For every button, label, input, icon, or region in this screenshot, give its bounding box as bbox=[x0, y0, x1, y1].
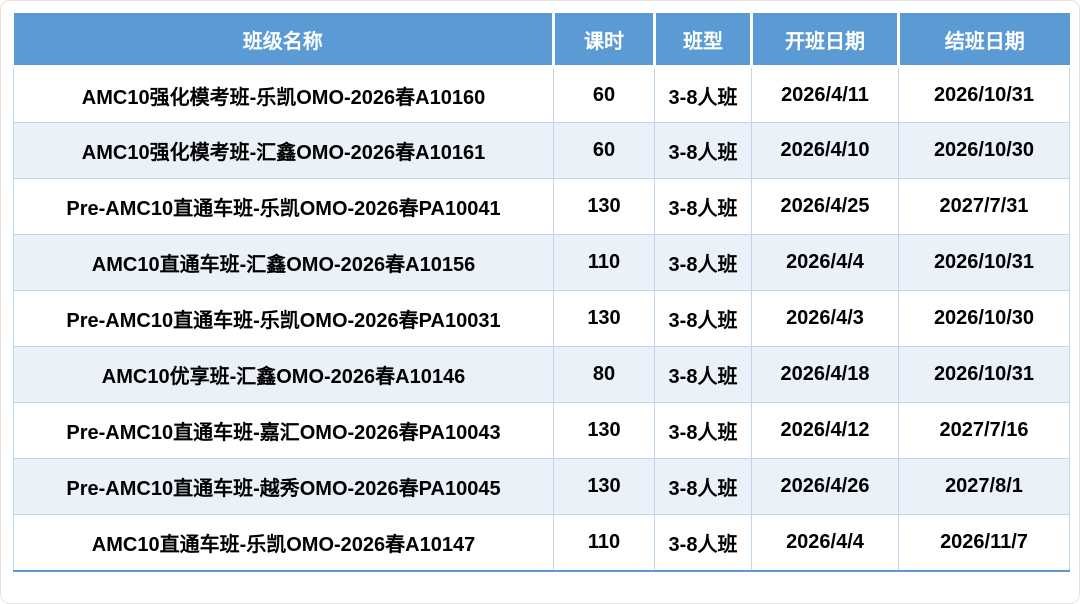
cell-class-name: AMC10优享班-汇鑫OMO-2026春A10146 bbox=[13, 346, 554, 403]
cell-class-name: AMC10直通车班-乐凯OMO-2026春A10147 bbox=[13, 514, 554, 572]
cell-start-date: 2026/4/12 bbox=[751, 402, 899, 459]
header-row: 班级名称 课时 班型 开班日期 结班日期 bbox=[13, 13, 1070, 68]
cell-start-date: 2026/4/3 bbox=[751, 290, 899, 347]
cell-class-name: Pre-AMC10直通车班-乐凯OMO-2026春PA10031 bbox=[13, 290, 554, 347]
header-end-date: 结班日期 bbox=[897, 13, 1070, 68]
table-body: AMC10强化模考班-乐凯OMO-2026春A10160 60 3-8人班 20… bbox=[13, 66, 1070, 572]
table-row: Pre-AMC10直通车班-嘉汇OMO-2026春PA10043 130 3-8… bbox=[13, 402, 1070, 459]
cell-class-type: 3-8人班 bbox=[654, 122, 752, 179]
cell-hours: 130 bbox=[553, 290, 655, 347]
cell-class-type: 3-8人班 bbox=[654, 458, 752, 515]
cell-start-date: 2026/4/4 bbox=[751, 514, 899, 572]
cell-start-date: 2026/4/25 bbox=[751, 178, 899, 235]
class-schedule-table-wrap: 班级名称 课时 班型 开班日期 结班日期 AMC10强化模考班-乐凯OMO-20… bbox=[13, 13, 1070, 572]
cell-end-date: 2027/8/1 bbox=[898, 458, 1070, 515]
cell-end-date: 2027/7/31 bbox=[898, 178, 1070, 235]
table-row: Pre-AMC10直通车班-乐凯OMO-2026春PA10041 130 3-8… bbox=[13, 178, 1070, 235]
cell-start-date: 2026/4/11 bbox=[751, 66, 899, 123]
header-class-name: 班级名称 bbox=[13, 13, 554, 68]
cell-class-type: 3-8人班 bbox=[654, 514, 752, 572]
table-row: AMC10优享班-汇鑫OMO-2026春A10146 80 3-8人班 2026… bbox=[13, 346, 1070, 403]
cell-class-name: Pre-AMC10直通车班-越秀OMO-2026春PA10045 bbox=[13, 458, 554, 515]
cell-hours: 60 bbox=[553, 66, 655, 123]
cell-hours: 130 bbox=[553, 178, 655, 235]
cell-class-name: Pre-AMC10直通车班-嘉汇OMO-2026春PA10043 bbox=[13, 402, 554, 459]
cell-hours: 110 bbox=[553, 514, 655, 572]
header-hours: 课时 bbox=[552, 13, 655, 68]
cell-start-date: 2026/4/26 bbox=[751, 458, 899, 515]
cell-start-date: 2026/4/10 bbox=[751, 122, 899, 179]
header-class-type: 班型 bbox=[653, 13, 752, 68]
cell-class-type: 3-8人班 bbox=[654, 234, 752, 291]
cell-start-date: 2026/4/18 bbox=[751, 346, 899, 403]
cell-class-name: AMC10强化模考班-乐凯OMO-2026春A10160 bbox=[13, 66, 554, 123]
cell-end-date: 2027/7/16 bbox=[898, 402, 1070, 459]
class-schedule-table: 班级名称 课时 班型 开班日期 结班日期 AMC10强化模考班-乐凯OMO-20… bbox=[13, 13, 1070, 572]
cell-end-date: 2026/10/31 bbox=[898, 234, 1070, 291]
table-row: AMC10直通车班-汇鑫OMO-2026春A10156 110 3-8人班 20… bbox=[13, 234, 1070, 291]
cell-start-date: 2026/4/4 bbox=[751, 234, 899, 291]
cell-hours: 80 bbox=[553, 346, 655, 403]
cell-end-date: 2026/10/31 bbox=[898, 346, 1070, 403]
cell-class-type: 3-8人班 bbox=[654, 66, 752, 123]
cell-class-name: AMC10直通车班-汇鑫OMO-2026春A10156 bbox=[13, 234, 554, 291]
table-row: Pre-AMC10直通车班-越秀OMO-2026春PA10045 130 3-8… bbox=[13, 458, 1070, 515]
cell-class-name: AMC10强化模考班-汇鑫OMO-2026春A10161 bbox=[13, 122, 554, 179]
cell-hours: 60 bbox=[553, 122, 655, 179]
table-row: Pre-AMC10直通车班-乐凯OMO-2026春PA10031 130 3-8… bbox=[13, 290, 1070, 347]
cell-class-type: 3-8人班 bbox=[654, 290, 752, 347]
cell-hours: 130 bbox=[553, 402, 655, 459]
cell-end-date: 2026/11/7 bbox=[898, 514, 1070, 572]
cell-hours: 130 bbox=[553, 458, 655, 515]
cell-end-date: 2026/10/30 bbox=[898, 122, 1070, 179]
table-row: AMC10直通车班-乐凯OMO-2026春A10147 110 3-8人班 20… bbox=[13, 514, 1070, 572]
table-row: AMC10强化模考班-汇鑫OMO-2026春A10161 60 3-8人班 20… bbox=[13, 122, 1070, 179]
cell-class-type: 3-8人班 bbox=[654, 402, 752, 459]
cell-end-date: 2026/10/30 bbox=[898, 290, 1070, 347]
cell-end-date: 2026/10/31 bbox=[898, 66, 1070, 123]
table-header: 班级名称 课时 班型 开班日期 结班日期 bbox=[13, 13, 1070, 68]
table-row: AMC10强化模考班-乐凯OMO-2026春A10160 60 3-8人班 20… bbox=[13, 66, 1070, 123]
cell-class-name: Pre-AMC10直通车班-乐凯OMO-2026春PA10041 bbox=[13, 178, 554, 235]
cell-hours: 110 bbox=[553, 234, 655, 291]
header-start-date: 开班日期 bbox=[750, 13, 899, 68]
cell-class-type: 3-8人班 bbox=[654, 346, 752, 403]
cell-class-type: 3-8人班 bbox=[654, 178, 752, 235]
